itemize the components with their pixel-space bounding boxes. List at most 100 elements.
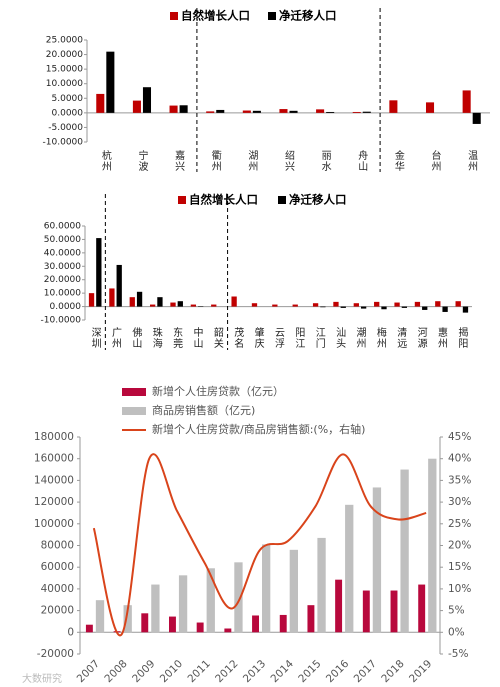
y-tick-label: 160000 bbox=[34, 453, 74, 465]
legend-swatch bbox=[178, 196, 186, 204]
x-tick-label: 舟山 bbox=[356, 149, 368, 172]
y-tick-label: 180000 bbox=[34, 431, 74, 443]
x-tick-label: 茂名 bbox=[232, 326, 244, 349]
bar bbox=[95, 600, 105, 633]
bar bbox=[123, 605, 132, 633]
bar bbox=[435, 301, 441, 307]
x-tick-label: 2007 bbox=[75, 658, 102, 685]
y-tick-label: 40000 bbox=[41, 583, 74, 595]
bar bbox=[381, 306, 387, 310]
x-tick-label: 2017 bbox=[352, 658, 379, 685]
bar bbox=[190, 304, 197, 307]
bar bbox=[428, 458, 437, 633]
x-tick-label: 广州 bbox=[110, 327, 122, 349]
bar bbox=[196, 622, 204, 633]
x-tick-label: 珠海 bbox=[150, 326, 162, 349]
bar bbox=[211, 304, 217, 307]
y-tick-label: 15.0000 bbox=[46, 65, 83, 75]
x-tick-label: 金华 bbox=[392, 149, 404, 172]
x-tick-label: 2010 bbox=[158, 658, 185, 685]
bar bbox=[292, 304, 298, 307]
y-tick-label: 10.0000 bbox=[44, 289, 81, 299]
x-tick-label: 绍兴 bbox=[283, 149, 295, 172]
x-tick-label: 河源 bbox=[415, 327, 427, 349]
x-tick-label: 2013 bbox=[241, 658, 268, 685]
bar bbox=[216, 109, 225, 113]
bar bbox=[251, 303, 258, 307]
bar bbox=[335, 579, 343, 633]
bar bbox=[360, 306, 367, 309]
legend-label: 净迁移人口 bbox=[279, 9, 337, 23]
y2-tick-label: 30% bbox=[448, 496, 471, 508]
x-tick-label: 2014 bbox=[269, 658, 297, 686]
bar bbox=[224, 628, 232, 633]
x-tick-label: 台州 bbox=[429, 149, 441, 172]
bar bbox=[96, 93, 105, 113]
bar bbox=[362, 111, 371, 113]
bar bbox=[401, 306, 408, 308]
x-tick-label: 2012 bbox=[213, 658, 240, 685]
x-tick-label: 汕头 bbox=[334, 327, 346, 349]
x-tick-label: 惠州 bbox=[435, 326, 447, 349]
y2-tick-label: 0% bbox=[448, 626, 465, 638]
bar bbox=[88, 293, 95, 307]
legend-label: 新增个人住房贷款（亿元） bbox=[152, 384, 284, 398]
bar bbox=[289, 110, 298, 113]
bar bbox=[129, 297, 135, 307]
bar bbox=[242, 110, 251, 113]
bar bbox=[132, 100, 141, 113]
bar bbox=[372, 487, 382, 633]
bar bbox=[179, 105, 188, 113]
bar bbox=[252, 110, 261, 113]
bar bbox=[142, 87, 152, 113]
bar bbox=[418, 584, 426, 633]
bar bbox=[169, 616, 176, 633]
y-tick-label: 0.0000 bbox=[52, 108, 84, 118]
bar bbox=[316, 109, 325, 113]
bar bbox=[414, 301, 421, 307]
bar bbox=[400, 469, 409, 633]
x-tick-label: 衢州 bbox=[209, 150, 221, 172]
bar bbox=[234, 562, 243, 633]
legend-label: 自然增长人口 bbox=[189, 193, 258, 207]
bar bbox=[374, 301, 380, 307]
x-tick-label: 深圳 bbox=[89, 327, 101, 349]
y-tick-label: 25.0000 bbox=[46, 36, 83, 46]
x-tick-label: 东莞 bbox=[171, 326, 183, 349]
bar bbox=[169, 105, 178, 113]
bar bbox=[345, 504, 354, 633]
bar bbox=[106, 51, 115, 113]
bar bbox=[151, 584, 160, 633]
x-tick-label: 2008 bbox=[102, 658, 129, 685]
bar bbox=[352, 111, 361, 113]
bar bbox=[353, 303, 359, 307]
x-tick-label: 丽水 bbox=[319, 150, 331, 172]
y-tick-label: 60.0000 bbox=[44, 222, 81, 232]
y2-tick-label: 25% bbox=[448, 518, 471, 530]
bar bbox=[178, 575, 188, 633]
legend-swatch bbox=[122, 407, 146, 415]
bar bbox=[252, 615, 259, 633]
bar bbox=[389, 100, 398, 113]
bar bbox=[272, 304, 278, 307]
bar bbox=[340, 306, 346, 308]
y2-tick-label: 45% bbox=[448, 431, 471, 443]
legend-label: 自然增长人口 bbox=[181, 9, 250, 23]
y-tick-label: 100000 bbox=[34, 518, 74, 530]
y-tick-label: 140000 bbox=[34, 474, 74, 486]
x-tick-label: 韶关 bbox=[211, 326, 223, 349]
legend-label: 商品房销售额（亿元) bbox=[152, 403, 255, 417]
bar bbox=[307, 605, 315, 633]
y-tick-label: 80000 bbox=[41, 540, 74, 552]
y-tick-label: 120000 bbox=[34, 496, 74, 508]
bar bbox=[462, 306, 469, 313]
y-tick-label: -20000 bbox=[37, 648, 74, 660]
bar bbox=[312, 303, 319, 307]
x-tick-label: 中山 bbox=[191, 326, 203, 349]
y-tick-label: 5.0000 bbox=[52, 94, 84, 104]
y-tick-label: 50.0000 bbox=[44, 235, 81, 245]
x-tick-label: 2019 bbox=[407, 658, 434, 685]
bar bbox=[177, 301, 183, 307]
x-tick-label: 湖州 bbox=[246, 150, 258, 172]
